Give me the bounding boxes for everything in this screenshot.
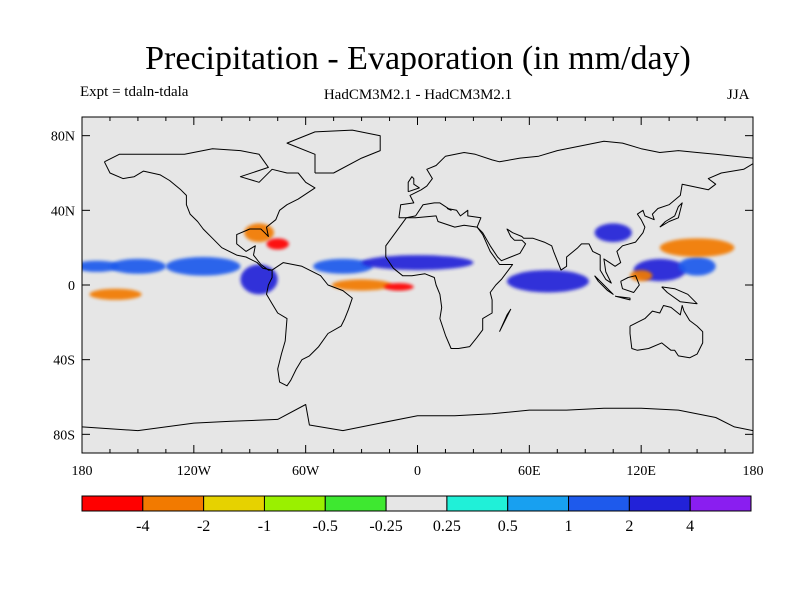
coastline-11 xyxy=(661,286,698,305)
x-tick-label: 120E xyxy=(626,464,656,479)
colorbar-swatch-4 xyxy=(324,495,387,512)
colorbar-swatch-1 xyxy=(142,495,205,512)
field-blob-15 xyxy=(659,238,735,257)
coastline-12 xyxy=(499,308,512,332)
coastline-6 xyxy=(286,129,381,174)
field-blob-14 xyxy=(266,238,289,250)
colorbar-label: 1 xyxy=(565,518,573,535)
chart-title: Precipitation - Evaporation (in mm/day) xyxy=(145,40,691,77)
colorbar-label: -2 xyxy=(197,518,210,535)
colorbar-swatch-5 xyxy=(385,495,448,512)
colorbar-swatch-3 xyxy=(263,495,326,512)
coastline-4 xyxy=(629,305,704,359)
field-blob-10 xyxy=(331,279,392,291)
field-blob-3 xyxy=(240,264,278,295)
model-label: HadCM3M2.1 - HadCM3M2.1 xyxy=(323,87,513,103)
colorbar-label: -4 xyxy=(136,518,149,535)
colorbar-label: 2 xyxy=(625,518,633,535)
colorbar-swatch-0 xyxy=(81,495,144,512)
coastline-1 xyxy=(266,262,353,387)
colorbar-swatch-7 xyxy=(507,495,570,512)
colorbar-swatch-6 xyxy=(446,495,509,512)
field-blob-1 xyxy=(109,258,166,274)
map-axes: 180 120W 60W 0 60E 120E 180 80N 40N 0 40S 80S xyxy=(51,117,764,479)
y-tick-label: 80S xyxy=(53,428,75,443)
colorbar-swatch-9 xyxy=(628,495,691,512)
coastline-10 xyxy=(620,275,640,293)
x-tick-label: 180 xyxy=(72,464,93,479)
field-blob-11 xyxy=(383,283,414,291)
coastline-3 xyxy=(385,215,514,349)
map-panel xyxy=(81,116,754,454)
x-tick-label: 60E xyxy=(518,464,541,479)
experiment-label: Expt = tdaln-tdala xyxy=(80,84,189,100)
colorbar-label: -0.5 xyxy=(313,518,338,535)
map-background xyxy=(82,117,753,453)
coastline-9 xyxy=(614,295,631,301)
y-tick-label: 40S xyxy=(53,354,75,369)
field-blob-4 xyxy=(313,258,373,274)
colorbar-label: 0.5 xyxy=(498,518,518,535)
colorbar-swatch-10 xyxy=(689,495,752,512)
x-tick-label: 180 xyxy=(743,464,764,479)
x-tick-label: 120W xyxy=(177,464,212,479)
colorbar-label: 0.25 xyxy=(433,518,461,535)
y-tick-label: 40N xyxy=(51,204,75,219)
colorbar-swatch-2 xyxy=(203,495,265,512)
x-tick-label: 60W xyxy=(292,464,320,479)
colorbar: -4 -2 -1 -0.5 -0.25 0.25 0.5 1 2 4 xyxy=(81,495,752,535)
field-blob-6 xyxy=(506,270,589,293)
coastline-8 xyxy=(594,275,614,295)
field-blob-5 xyxy=(361,255,474,271)
coastline-0 xyxy=(103,148,316,271)
coastline-7 xyxy=(659,202,683,228)
coastline-13 xyxy=(82,404,753,432)
colorbar-label: -1 xyxy=(258,518,271,535)
colorbar-label: 4 xyxy=(686,518,694,535)
field-blob-7 xyxy=(594,223,632,243)
field-blob-16 xyxy=(629,270,653,282)
season-label: JJA xyxy=(727,87,750,103)
field-blob-0 xyxy=(82,260,120,272)
coastline-5 xyxy=(407,176,420,193)
coastline-2 xyxy=(398,140,753,284)
x-tick-label: 0 xyxy=(414,464,421,479)
field-blob-12 xyxy=(89,288,142,300)
colorbar-label: -0.25 xyxy=(369,518,402,535)
field-blob-13 xyxy=(244,223,274,243)
field-blob-2 xyxy=(165,257,241,276)
field-blob-9 xyxy=(678,257,716,276)
colorbar-swatch-8 xyxy=(568,495,630,512)
y-tick-label: 0 xyxy=(68,279,75,294)
y-tick-label: 80N xyxy=(51,130,75,145)
